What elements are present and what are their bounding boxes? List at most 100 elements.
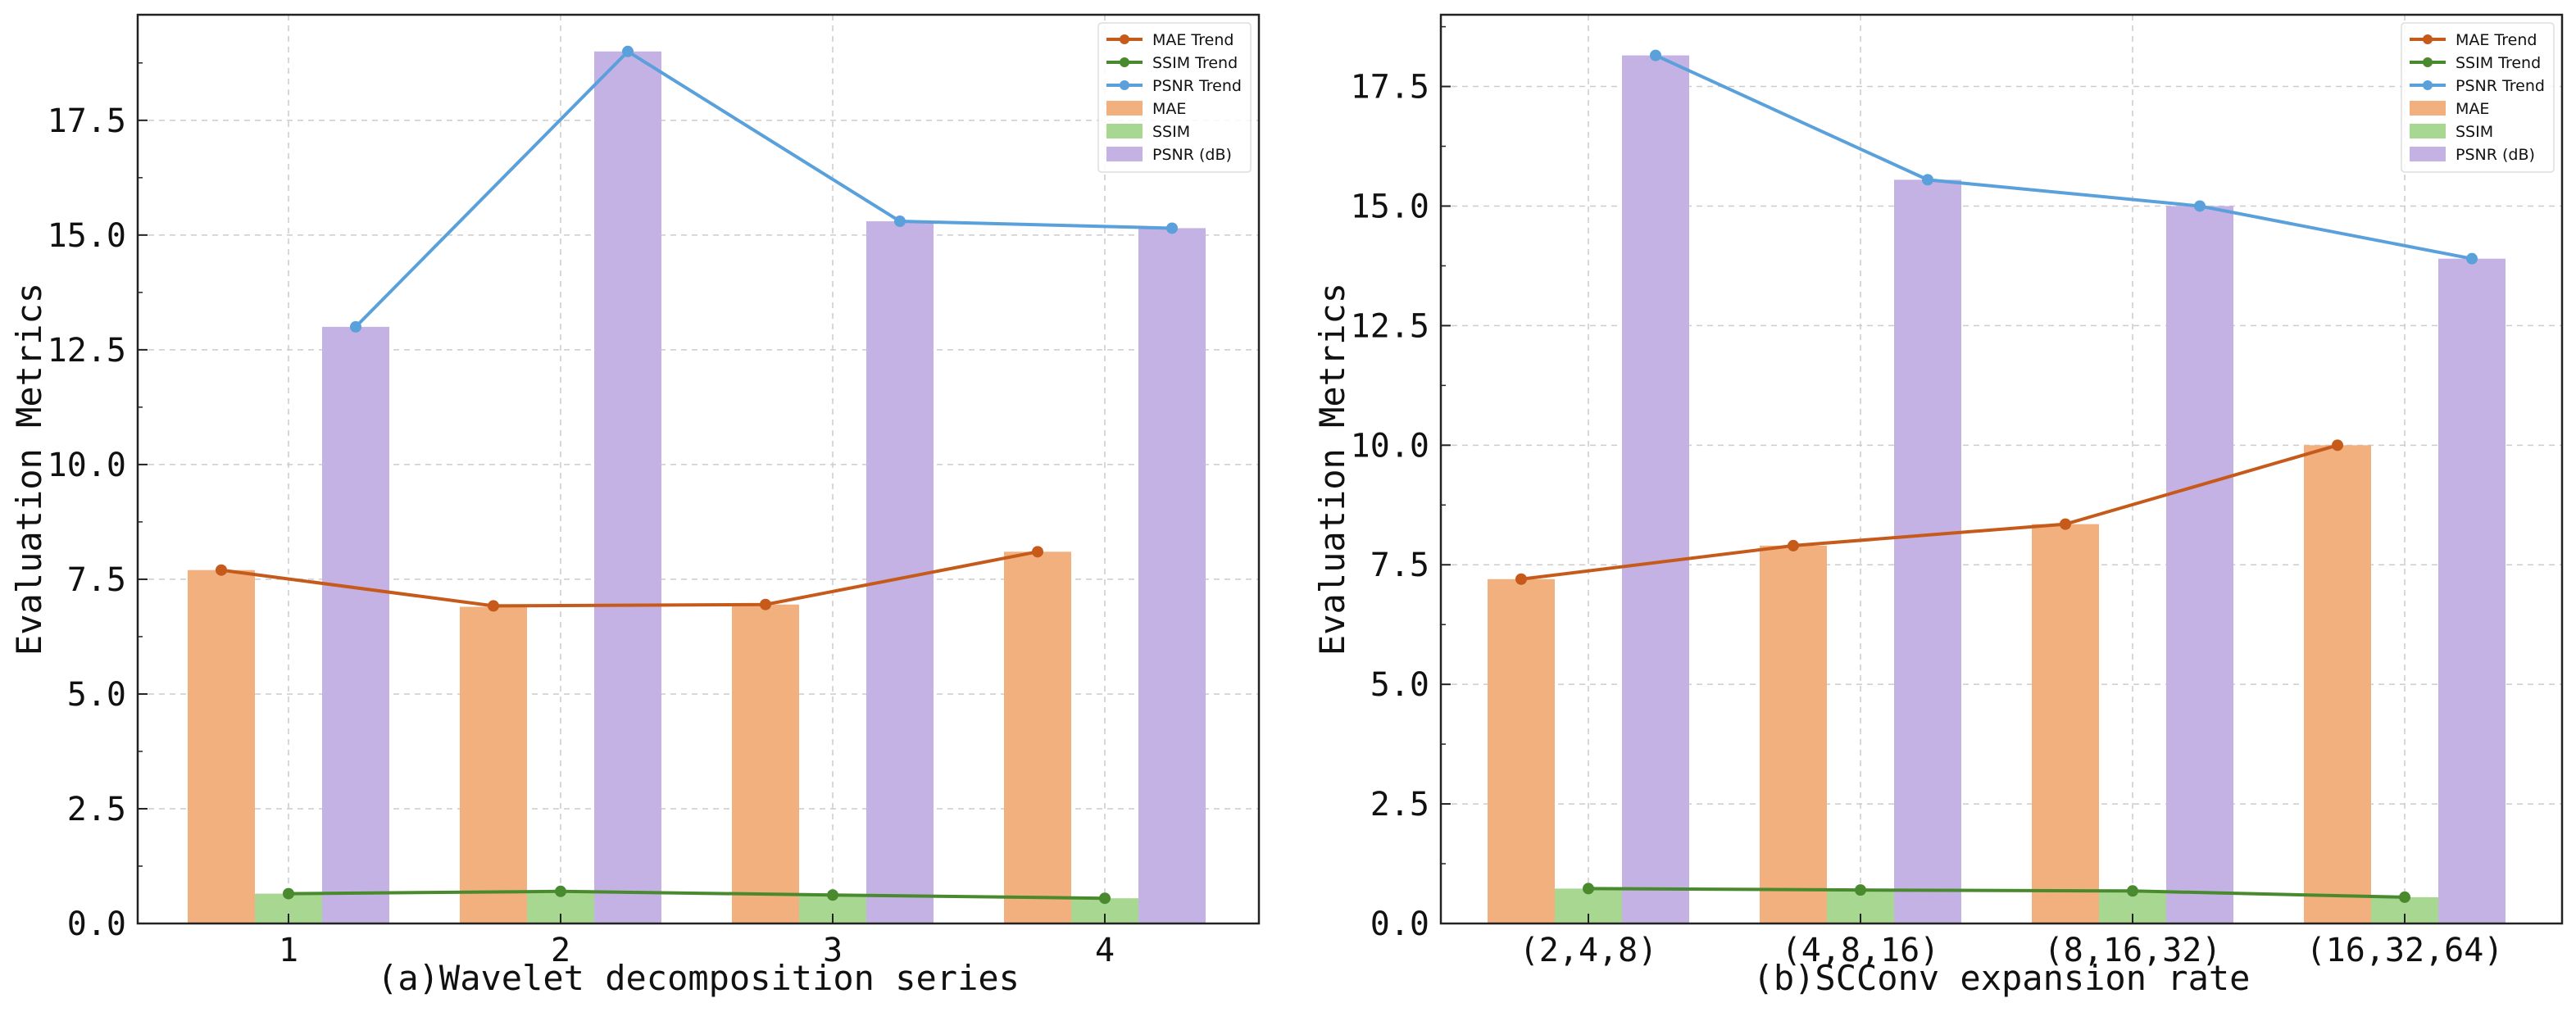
y-axis-label: Evaluation Metrics bbox=[1312, 283, 1352, 656]
y-axis-label: Evaluation Metrics bbox=[9, 283, 49, 656]
psnr-trend-line bbox=[354, 49, 1173, 329]
legend-bar-psnr-label: PSNR (dB) bbox=[1152, 146, 1232, 164]
ssim-trend-point bbox=[1583, 883, 1594, 895]
legend-psnr-trend-label: PSNR Trend bbox=[2456, 77, 2545, 95]
mae-trend-point bbox=[760, 598, 771, 610]
x-tick-label: 3 bbox=[823, 932, 843, 969]
legend-ssim-trend-marker bbox=[1120, 57, 1129, 67]
ssim-trend-point bbox=[1099, 892, 1111, 905]
bar-psnr bbox=[866, 221, 934, 924]
y-tick-label: 12.5 bbox=[1351, 307, 1429, 345]
legend: MAE Trend SSIM Trend PSNR Trend MAE SSIM PSNR… bbox=[2401, 22, 2555, 173]
psnr-trend-point bbox=[622, 45, 634, 57]
legend-bar-ssim-swatch bbox=[2410, 124, 2446, 138]
mae-trend-point bbox=[2332, 439, 2343, 452]
bar-mae bbox=[2304, 445, 2371, 923]
legend-bar-mae-label: MAE bbox=[1152, 100, 1186, 118]
legend-psnr-trend-marker bbox=[2423, 80, 2433, 90]
psnr-trend-point bbox=[1166, 222, 1178, 234]
x-tick-label: (4,8,16) bbox=[1782, 932, 1940, 969]
panel-b: 0.0 2.5 5.0 7.5 10.0 12.5 15.0 17.5 (2,4,8) (4,8,… bbox=[1312, 13, 2564, 998]
y-tick-label: 15.0 bbox=[48, 217, 126, 255]
psnr-trend-point bbox=[2194, 200, 2206, 212]
y-tick-label: 5.0 bbox=[67, 676, 126, 714]
x-tick-label: (8,16,32) bbox=[2044, 932, 2222, 969]
x-tick-label: 4 bbox=[1095, 932, 1115, 969]
mae-trend-point bbox=[1515, 573, 1527, 585]
y-tick-label: 15.0 bbox=[1351, 188, 1429, 225]
y-tick-label: 17.5 bbox=[48, 102, 126, 140]
plot-frame bbox=[136, 13, 1261, 925]
legend-mae-trend-label: MAE Trend bbox=[1152, 31, 1233, 49]
mae-trend-point bbox=[1788, 539, 1799, 551]
legend-mae-trend-marker bbox=[1120, 34, 1129, 44]
legend-psnr-trend-marker bbox=[1120, 80, 1129, 90]
x-tick-label: 2 bbox=[551, 932, 570, 969]
y-tick-label: 7.5 bbox=[1370, 547, 1429, 584]
bar-psnr bbox=[594, 51, 661, 923]
x-axis-label: (b)SCConv expansion rate bbox=[1753, 958, 2251, 998]
panel-a: 0.0 2.5 5.0 7.5 10.0 12.5 15.0 17.5 1 2 3 4 (a)Wavel… bbox=[9, 13, 1261, 998]
bar-psnr bbox=[2438, 258, 2506, 923]
bar-mae bbox=[1488, 579, 1555, 923]
legend-psnr-trend-label: PSNR Trend bbox=[1152, 77, 1242, 95]
legend-mae-trend-marker bbox=[2423, 34, 2433, 44]
legend-ssim-trend-label: SSIM Trend bbox=[1152, 54, 1238, 72]
y-tick-label: 17.5 bbox=[1351, 69, 1429, 107]
legend-bar-psnr-swatch bbox=[1106, 147, 1143, 161]
y-tick-label: 5.0 bbox=[1370, 666, 1429, 704]
mae-trend-line bbox=[220, 550, 1038, 608]
y-tick-label: 10.0 bbox=[48, 447, 126, 484]
bar-psnr bbox=[2166, 206, 2233, 923]
legend-ssim-trend-label: SSIM Trend bbox=[2456, 54, 2541, 72]
legend-bar-mae-swatch bbox=[1106, 101, 1143, 116]
mae-trend-point bbox=[2060, 518, 2071, 530]
legend-bar-mae-swatch bbox=[2410, 101, 2446, 116]
legend-ssim-trend-marker bbox=[2423, 57, 2433, 67]
psnr-trend-line bbox=[1655, 53, 2473, 261]
x-axis-label: (a)Wavelet decomposition series bbox=[377, 958, 1020, 998]
psnr-trend-point bbox=[2466, 252, 2478, 265]
bar-psnr bbox=[1138, 228, 1206, 923]
legend-bar-ssim-swatch bbox=[1106, 124, 1143, 138]
mae-trend-line bbox=[1520, 443, 2338, 581]
y-tick-label: 12.5 bbox=[48, 332, 126, 370]
bar-mae bbox=[460, 606, 527, 923]
legend-mae-trend-label: MAE Trend bbox=[2456, 31, 2537, 49]
y-tick-label: 7.5 bbox=[67, 561, 126, 599]
bar-psnr bbox=[1894, 179, 1961, 924]
mae-trend-point bbox=[216, 564, 227, 576]
bar-mae bbox=[1004, 551, 1071, 923]
legend-bar-psnr-swatch bbox=[2410, 147, 2446, 161]
y-tick-label: 2.5 bbox=[67, 791, 126, 828]
legend-bar-mae-label: MAE bbox=[2456, 100, 2489, 118]
legend: MAE Trend SSIM Trend PSNR Trend MAE SSIM PSNR… bbox=[1097, 22, 1252, 173]
ssim-trend-point bbox=[555, 885, 566, 897]
y-tick-label: 10.0 bbox=[1351, 427, 1429, 465]
mae-trend-point bbox=[488, 600, 499, 612]
y-tick-label: 0.0 bbox=[67, 905, 126, 943]
bar-mae bbox=[1760, 545, 1827, 923]
plot-frame bbox=[1439, 13, 2564, 925]
y-tick-label: 0.0 bbox=[1370, 905, 1429, 943]
x-tick-label: 1 bbox=[279, 932, 298, 969]
x-tick-label: (2,4,8) bbox=[1520, 932, 1658, 969]
bar-mae bbox=[188, 569, 255, 923]
ssim-trend-point bbox=[283, 887, 294, 900]
bar-psnr bbox=[1622, 55, 1689, 923]
psnr-trend-point bbox=[350, 320, 361, 333]
ssim-trend-point bbox=[2127, 885, 2138, 897]
psnr-trend-point bbox=[1922, 174, 1933, 186]
psnr-trend-point bbox=[894, 216, 906, 228]
bar-mae bbox=[2032, 524, 2099, 923]
mae-trend-point bbox=[1032, 546, 1043, 558]
ssim-trend-line bbox=[1588, 887, 2406, 899]
bar-mae bbox=[732, 604, 799, 923]
ssim-trend-line bbox=[288, 889, 1106, 901]
legend-bar-psnr-label: PSNR (dB) bbox=[2456, 146, 2535, 164]
ssim-trend-point bbox=[827, 889, 838, 901]
x-tick-label: (16,32,64) bbox=[2306, 932, 2504, 969]
ssim-trend-point bbox=[1855, 884, 1866, 896]
psnr-trend-point bbox=[1650, 49, 1661, 61]
